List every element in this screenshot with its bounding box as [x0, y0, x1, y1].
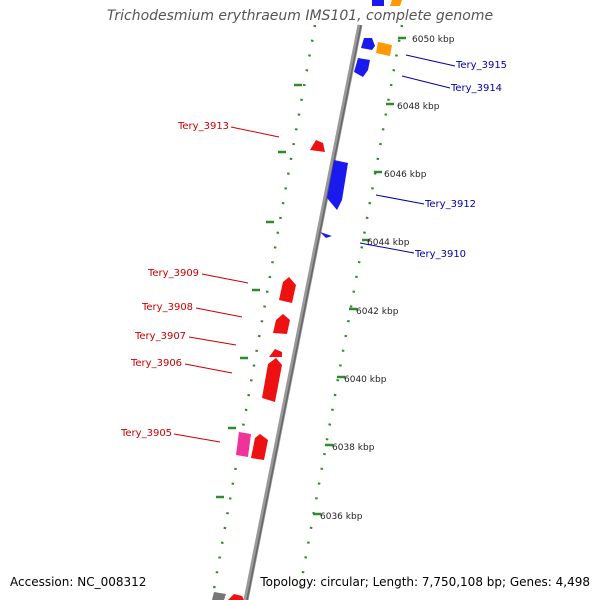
major-ticks-left	[216, 83, 302, 499]
gene-label[interactable]: Tery_3906	[130, 358, 182, 369]
gene-label[interactable]: Tery_3913	[177, 121, 229, 132]
ruler-label: 6044 kbp	[367, 238, 410, 248]
gene-label[interactable]: Tery_3909	[147, 268, 199, 279]
gene-label[interactable]: Tery_3908	[141, 302, 193, 313]
gene-tery-3910[interactable]	[320, 232, 332, 238]
reverse-genes	[212, 140, 325, 600]
gene-bottom-gray[interactable]	[212, 592, 226, 600]
genome-backbone	[243, 24, 363, 600]
gene-tery-3909[interactable]	[279, 277, 296, 303]
map-title: Trichodesmium erythraeum IMS101, complet…	[106, 8, 494, 24]
forward-gene-labels: Tery_3915 Tery_3914 Tery_3912 Tery_3910	[359, 54, 507, 260]
ruler-label: 6048 kbp	[397, 102, 440, 112]
ruler-label: 6040 kbp	[344, 375, 387, 385]
gene-tery-3915[interactable]	[361, 38, 375, 50]
forward-genes	[320, 0, 402, 238]
gene-label[interactable]: Tery_3910	[414, 249, 466, 260]
gene-tery-3913[interactable]	[310, 140, 325, 152]
gene-orange-2[interactable]	[376, 42, 392, 56]
gene-bottom-red[interactable]	[228, 594, 244, 600]
ruler-label: 6036 kbp	[320, 512, 363, 522]
gene-tery-3906[interactable]	[262, 358, 282, 402]
gene-label[interactable]: Tery_3907	[134, 331, 186, 342]
ruler-label: 6042 kbp	[356, 307, 399, 317]
gene-label[interactable]: Tery_3915	[455, 60, 507, 71]
gene-label[interactable]: Tery_3912	[424, 199, 476, 210]
gene-tery-3905[interactable]	[251, 434, 268, 460]
gene-label[interactable]: Tery_3914	[450, 83, 502, 94]
gene-tery-3916[interactable]	[372, 0, 384, 6]
ruler-label: 6038 kbp	[332, 443, 375, 453]
gene-pink[interactable]	[236, 432, 251, 457]
gene-label[interactable]: Tery_3905	[120, 428, 172, 439]
ruler-label: 6046 kbp	[384, 170, 427, 180]
gene-tery-3914[interactable]	[354, 58, 370, 77]
ruler-label: 6050 kbp	[412, 35, 455, 45]
genome-summary-text: Topology: circular; Length: 7,750,108 bp…	[260, 575, 590, 589]
accession-text: Accession: NC_008312	[10, 575, 147, 589]
gene-tery-3912[interactable]	[327, 160, 348, 210]
gene-orange-1[interactable]	[390, 0, 402, 6]
reverse-gene-labels: Tery_3913 Tery_3909 Tery_3908 Tery_3907 …	[120, 121, 280, 443]
major-ticks	[313, 36, 406, 516]
gene-tery-3907[interactable]	[269, 349, 282, 357]
gene-tery-3908[interactable]	[273, 314, 290, 334]
